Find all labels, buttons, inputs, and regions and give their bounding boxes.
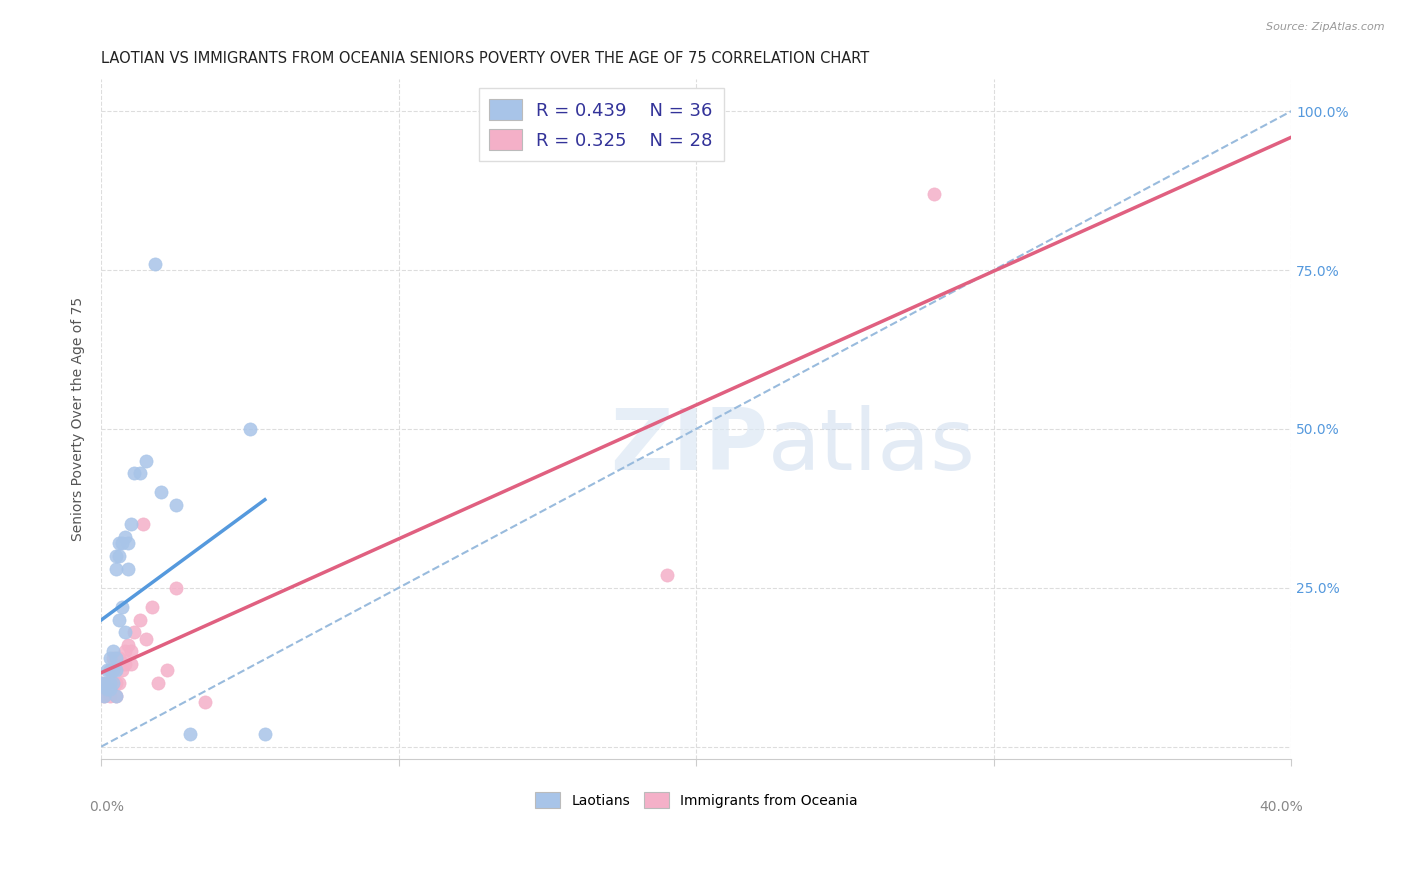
Text: 0.0%: 0.0% [90,800,124,814]
Point [98,664,121,678]
Point [128,467,150,481]
Point [105,650,128,665]
Point [132,517,155,532]
Point [105,664,128,678]
Text: 40.0%: 40.0% [1260,800,1303,814]
Point [149,485,172,500]
Point [111,664,134,678]
Point [101,676,124,690]
Point [128,613,150,627]
Point [114,625,136,640]
Point [111,536,134,550]
Point [122,625,145,640]
Point [253,727,276,741]
Point [105,689,128,703]
Point [924,186,946,201]
Point [108,676,131,690]
Point [96,676,118,690]
Text: LAOTIAN VS IMMIGRANTS FROM OCEANIA SENIORS POVERTY OVER THE AGE OF 75 CORRELATIO: LAOTIAN VS IMMIGRANTS FROM OCEANIA SENIO… [101,51,869,66]
Point [117,638,139,652]
Point [122,467,145,481]
Point [165,581,187,595]
Point [111,599,134,614]
Point [98,682,121,697]
Point [117,536,139,550]
Point [141,599,163,614]
Point [655,568,678,582]
Point [120,657,142,671]
Point [98,650,121,665]
Point [93,689,115,703]
Point [108,650,131,665]
Point [105,549,128,563]
Text: atlas: atlas [768,405,976,488]
Point [120,517,142,532]
Point [108,549,131,563]
Point [194,695,217,709]
Point [120,644,142,658]
Point [101,664,124,678]
Point [156,664,179,678]
Point [96,682,118,697]
Point [117,562,139,576]
Point [105,562,128,576]
Point [96,664,118,678]
Point [90,676,112,690]
Point [98,664,121,678]
Point [108,536,131,550]
Point [105,676,128,690]
Point [114,657,136,671]
Text: Source: ZipAtlas.com: Source: ZipAtlas.com [1267,22,1385,32]
Point [90,676,112,690]
Point [98,676,121,690]
Point [101,650,124,665]
Point [239,422,262,436]
Point [98,689,121,703]
Point [101,644,124,658]
Point [135,453,157,467]
Legend: Laotians, Immigrants from Oceania: Laotians, Immigrants from Oceania [530,787,863,814]
Point [179,727,201,741]
Point [143,257,166,271]
Point [93,676,115,690]
Y-axis label: Seniors Poverty Over the Age of 75: Seniors Poverty Over the Age of 75 [72,297,86,541]
Point [101,664,124,678]
Point [105,689,128,703]
Point [165,498,187,512]
Point [135,632,157,646]
Point [146,676,169,690]
Point [108,613,131,627]
Point [114,644,136,658]
Point [93,689,115,703]
Text: ZIP: ZIP [610,405,768,488]
Point [114,530,136,544]
